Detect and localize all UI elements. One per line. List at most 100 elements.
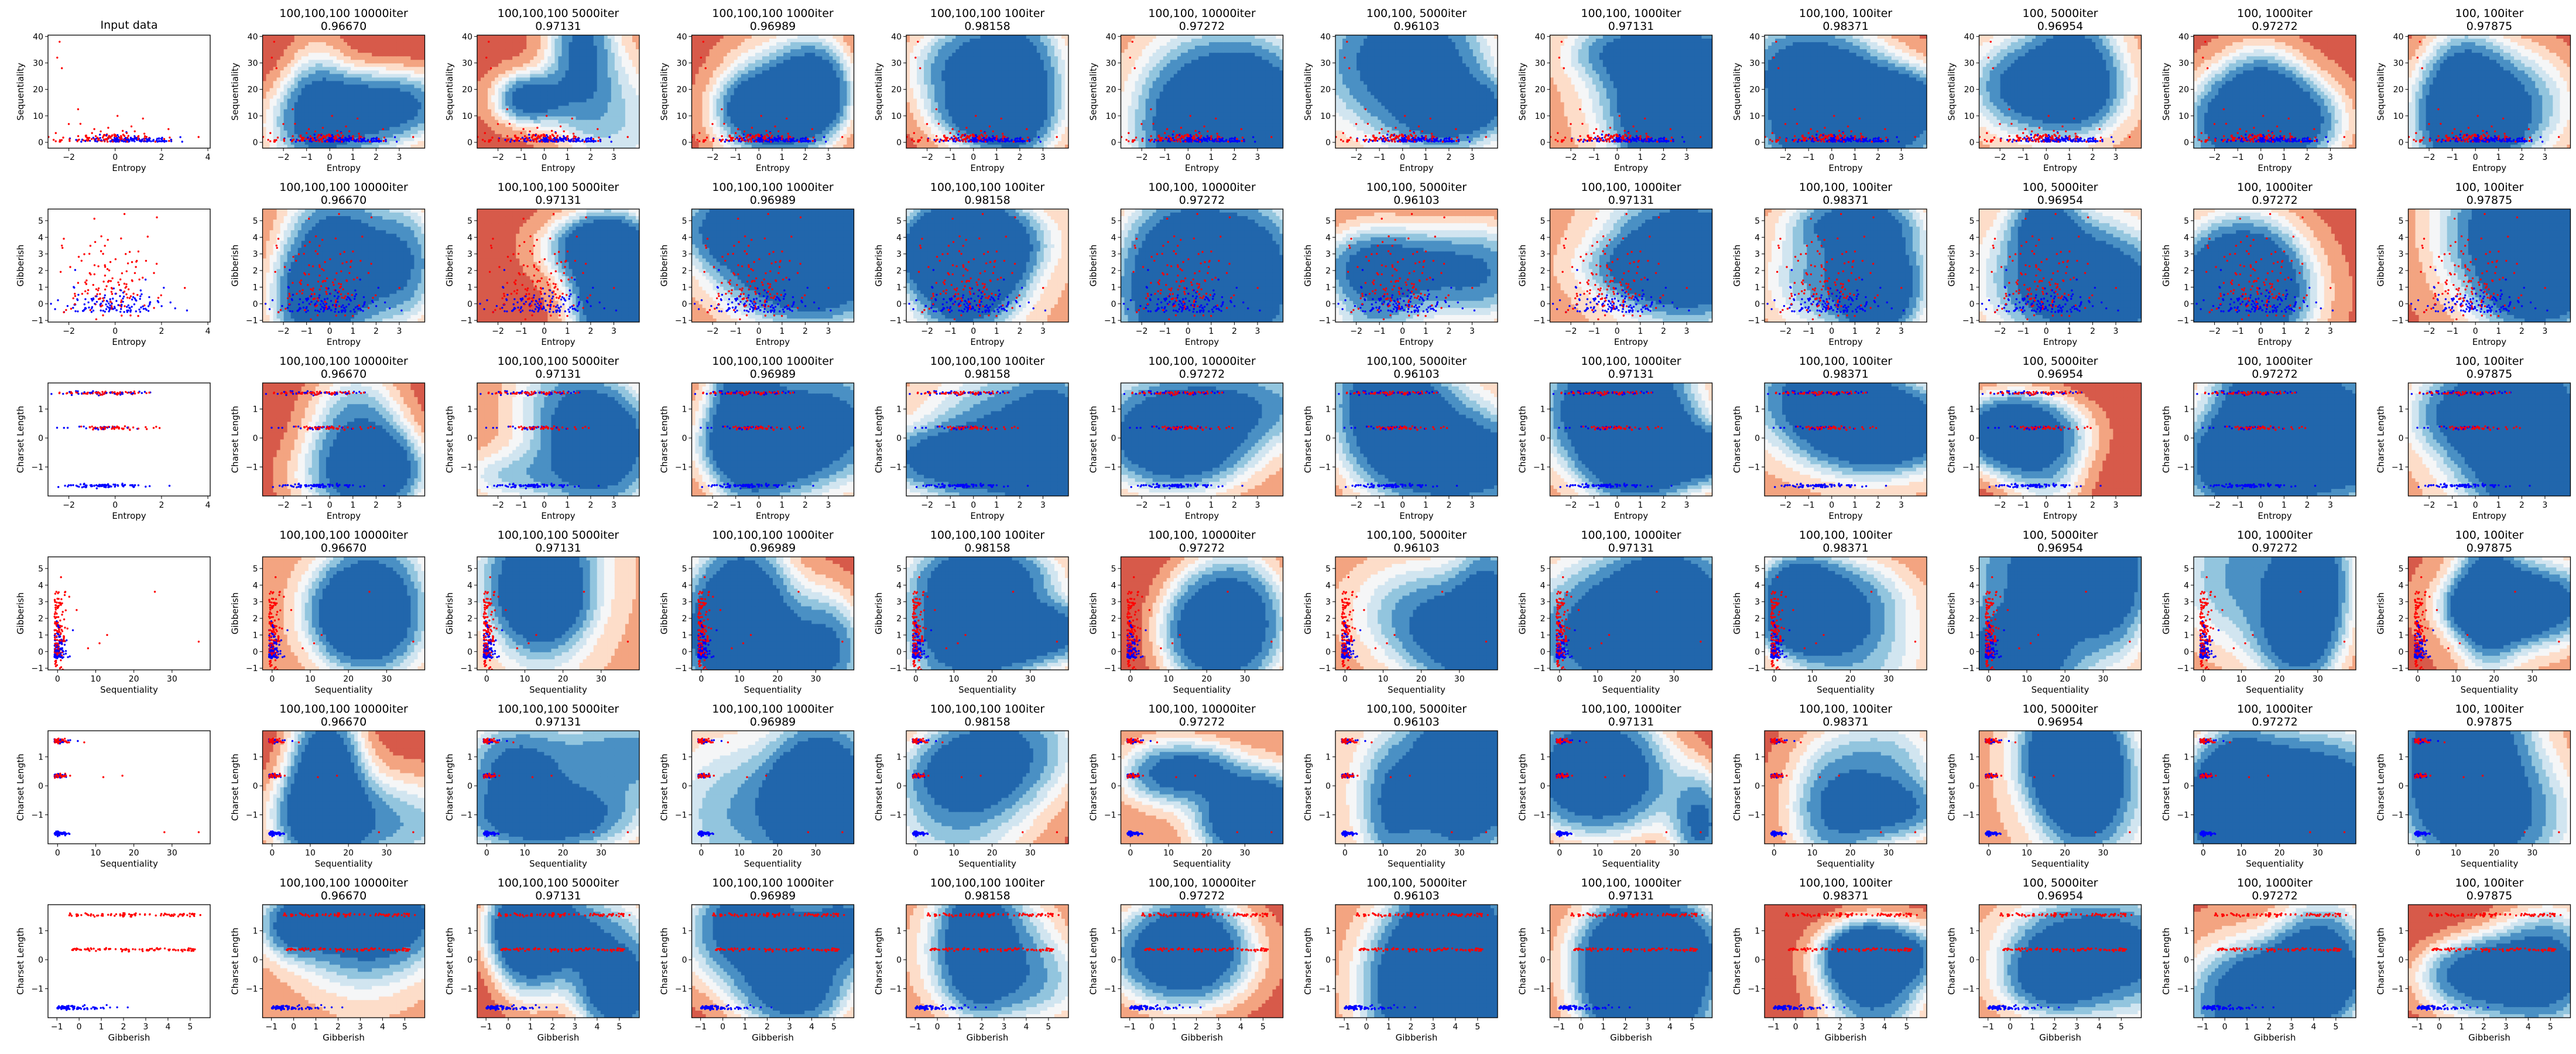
data-point [2296,141,2297,142]
data-point [1387,131,1389,132]
data-point [296,293,297,295]
data-point [127,262,129,264]
data-point [362,305,364,307]
data-point [1006,310,1008,312]
data-point [1412,141,1414,142]
data-point [568,295,570,297]
data-point [1142,138,1143,140]
x-tick-label: 0 [971,327,976,336]
data-point [334,311,336,313]
x-axis-label: Entropy [1185,163,1219,173]
data-point [1875,138,1876,139]
data-point [698,132,700,134]
data-point [2201,141,2202,142]
data-point [1015,138,1016,139]
data-point [77,294,79,296]
data-point [335,272,337,274]
data-point [809,140,811,142]
data-point [2415,141,2417,142]
data-point [310,319,311,320]
data-point [2530,139,2532,141]
data-point [102,280,104,282]
data-point [94,264,95,266]
data-point [2045,135,2047,137]
data-point [1394,141,1396,142]
data-point [1203,314,1204,316]
data-point [1558,57,1560,59]
data-point [1444,138,1445,139]
data-point [1210,251,1212,252]
data-point [1179,134,1180,136]
data-point [781,135,783,137]
data-point [728,282,730,283]
data-point [562,139,564,141]
data-point [767,213,769,215]
data-point [1183,291,1185,293]
data-point [592,141,594,142]
data-point [2440,123,2441,125]
data-point [355,141,357,142]
data-point [604,307,605,309]
data-point [1193,238,1195,239]
classifier-panel: −2 −1 0 1 2 3010203040EntropySequentiality100… [1732,7,1927,173]
x-tick-label: 3 [1040,153,1046,162]
data-point [1817,139,1818,141]
data-point [1157,140,1159,142]
data-point [2237,132,2239,134]
data-point [138,135,139,137]
data-point [2294,138,2296,139]
data-point [2016,135,2018,136]
data-point [57,299,59,301]
data-point [578,138,580,139]
data-point [2101,139,2103,141]
data-point [758,258,760,260]
data-point [2078,139,2080,141]
data-point [1200,288,1202,290]
data-point [518,253,519,255]
y-tick-label: 0 [2184,138,2189,148]
data-point [1815,137,1817,139]
data-point [535,139,537,141]
data-point [340,253,341,255]
data-point [954,295,955,297]
data-point [515,283,516,285]
data-point [2503,133,2505,135]
data-point [951,310,953,312]
data-point [323,269,324,271]
data-point [2238,137,2240,139]
y-tick-label: 10 [33,112,43,121]
data-point [713,266,715,268]
data-point [1172,137,1174,139]
data-point [552,311,554,313]
data-point [321,268,323,270]
data-point [105,134,107,136]
data-point [978,279,979,280]
data-point [2035,134,2037,136]
data-point [110,280,112,282]
data-point [1187,138,1189,140]
data-point [737,128,739,130]
data-point [773,309,775,311]
x-tick-label: 2 [1017,327,1022,336]
data-point [2304,138,2306,139]
data-point [537,303,539,304]
data-point [312,265,314,267]
data-point [986,139,988,141]
data-point [750,306,752,307]
x-tick-label: 1 [1852,153,1858,162]
data-point [772,251,774,253]
data-point [774,125,776,127]
data-point [790,141,792,142]
x-axis-label: Entropy [2472,163,2506,173]
data-point [2253,127,2255,129]
data-point [2468,136,2469,138]
data-point [948,245,950,247]
data-point [982,213,984,215]
data-point [280,309,282,311]
data-point [1379,132,1381,134]
data-point [2092,137,2094,139]
data-point [1008,141,1010,142]
data-point [1026,140,1028,142]
data-point [1254,141,1256,142]
data-point [335,140,337,142]
